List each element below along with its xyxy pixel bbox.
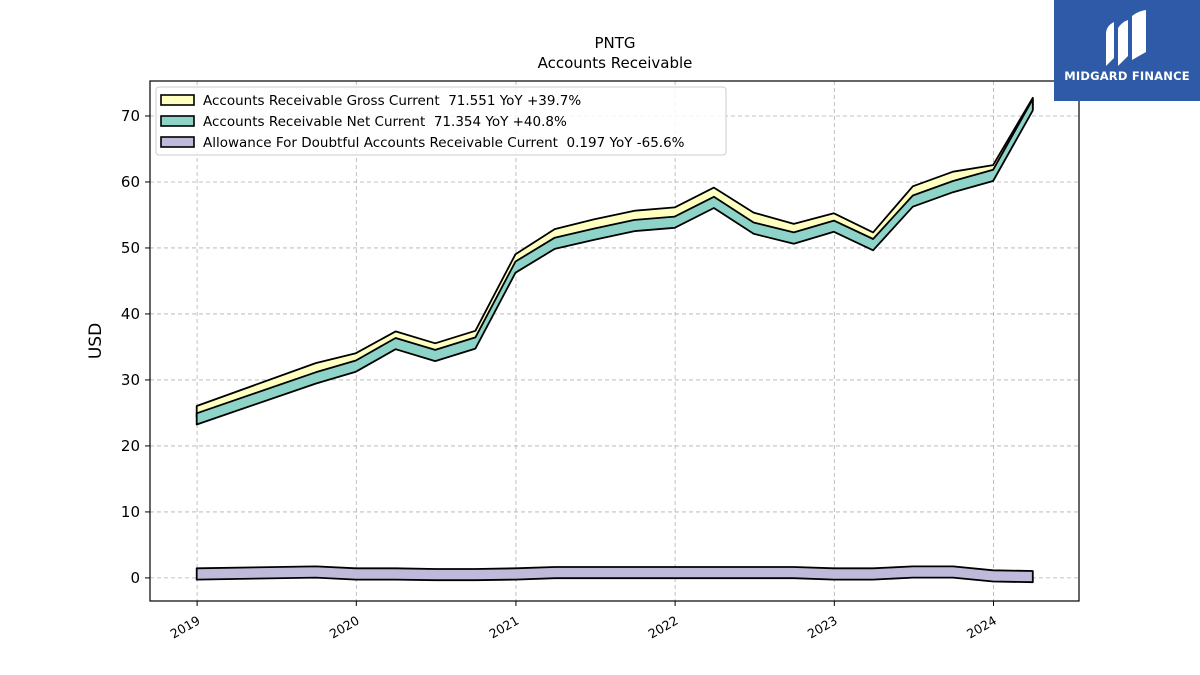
- y-tick-label: 70: [121, 107, 140, 125]
- y-tick-label: 60: [121, 173, 140, 191]
- logo-text: MIDGARD FINANCE: [1064, 69, 1190, 83]
- series-band-1: [195, 98, 1034, 426]
- legend-label: Accounts Receivable Net Current 71.354 Y…: [203, 114, 567, 130]
- y-tick-label: 50: [121, 239, 140, 257]
- series-layer: [195, 96, 1034, 584]
- y-axis: 0 10 20 30 40 50 60 70: [121, 107, 150, 587]
- series-band-2: [195, 565, 1034, 584]
- legend-label: Accounts Receivable Gross Current 71.551…: [203, 93, 581, 109]
- legend-swatch: [160, 115, 195, 127]
- y-tick-label: 30: [121, 371, 140, 389]
- legend: Accounts Receivable Gross Current 71.551…: [155, 86, 727, 156]
- legend-swatch: [160, 136, 195, 148]
- plot-frame: [149, 80, 1080, 602]
- x-tick-label: 2023: [805, 613, 840, 642]
- y-axis-label: USD: [86, 323, 106, 359]
- legend-swatch: [160, 94, 195, 106]
- chart-title: PNTG: [594, 34, 635, 52]
- brand-logo: MIDGARD FINANCE: [1054, 0, 1200, 101]
- y-tick-label: 0: [130, 569, 140, 587]
- y-tick-label: 10: [121, 503, 140, 521]
- x-tick-label: 2021: [486, 613, 521, 642]
- x-tick-label: 2020: [327, 613, 362, 642]
- grid: [150, 81, 1079, 601]
- legend-label: Allowance For Doubtful Accounts Receivab…: [203, 135, 685, 151]
- logo-mark-icon: [1106, 10, 1146, 66]
- legend-box: [155, 86, 727, 156]
- x-tick-label: 2019: [168, 613, 203, 642]
- y-tick-label: 40: [121, 305, 140, 323]
- chart-subtitle: Accounts Receivable: [538, 54, 693, 72]
- y-tick-label: 20: [121, 437, 140, 455]
- x-axis: 2019 2020 2021 2022 2023 2024: [168, 601, 999, 642]
- x-tick-label: 2022: [646, 613, 681, 642]
- x-tick-label: 2024: [964, 613, 999, 642]
